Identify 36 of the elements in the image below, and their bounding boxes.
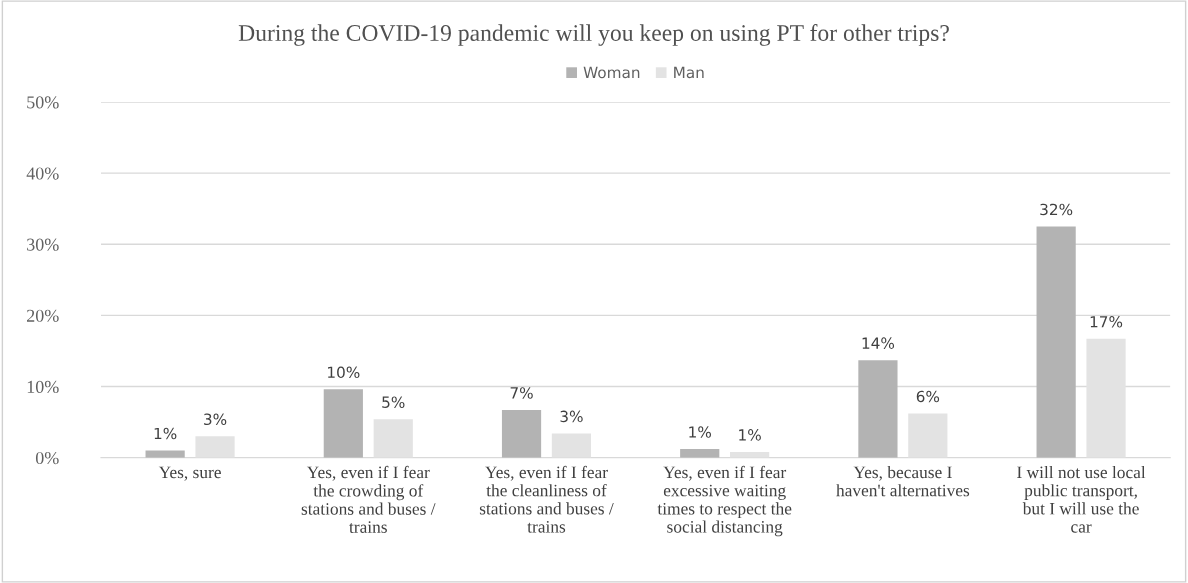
y-tick-label: 20% bbox=[27, 309, 59, 322]
x-tick-label: Yes, because I haven't alternatives bbox=[836, 465, 970, 497]
data-label: 10% bbox=[328, 366, 360, 379]
data-label: 1% bbox=[739, 429, 761, 441]
bar bbox=[908, 413, 948, 458]
chart-title: During the COVID-19 pandemic will you keep on using PT for other trips? bbox=[238, 24, 949, 46]
data-label: 14% bbox=[862, 337, 895, 349]
x-tick-label: Yes, even if I fear the cleanliness of stations and buses / trains bbox=[479, 465, 614, 533]
y-tick-label: 40% bbox=[26, 167, 59, 180]
bar bbox=[551, 433, 592, 458]
y-tick-label: 50% bbox=[27, 96, 59, 109]
bar bbox=[501, 410, 542, 458]
x-tick-label: I will not use local public transport, but I will use the car bbox=[1017, 465, 1146, 533]
y-tick-label: 30% bbox=[27, 238, 59, 251]
x-tick-label: Yes, even if I fear excessive waiting times to respect the social distancing bbox=[657, 465, 792, 537]
legend-label: Woman bbox=[583, 66, 640, 79]
bar bbox=[195, 436, 235, 458]
bar bbox=[680, 449, 720, 458]
data-label: 3% bbox=[560, 410, 583, 423]
bar bbox=[1036, 226, 1076, 458]
data-label: 1% bbox=[154, 427, 177, 440]
data-label: 3% bbox=[204, 413, 227, 426]
y-tick-label: 0% bbox=[35, 451, 59, 465]
x-tick-label: Yes, sure bbox=[158, 466, 221, 481]
x-tick-label: Yes, even if I fear the crowding of stations and buses / trains bbox=[301, 465, 436, 533]
data-label: 7% bbox=[510, 387, 533, 399]
y-tick-label: 10% bbox=[27, 380, 59, 394]
data-label: 5% bbox=[382, 396, 405, 408]
data-label: 32% bbox=[1040, 203, 1073, 216]
bar bbox=[323, 389, 363, 458]
data-label: 17% bbox=[1090, 316, 1123, 328]
legend-label: Man bbox=[674, 66, 704, 79]
data-label: 6% bbox=[916, 390, 940, 403]
data-label: 1% bbox=[689, 426, 712, 438]
bar bbox=[373, 419, 413, 458]
bar bbox=[858, 360, 898, 458]
